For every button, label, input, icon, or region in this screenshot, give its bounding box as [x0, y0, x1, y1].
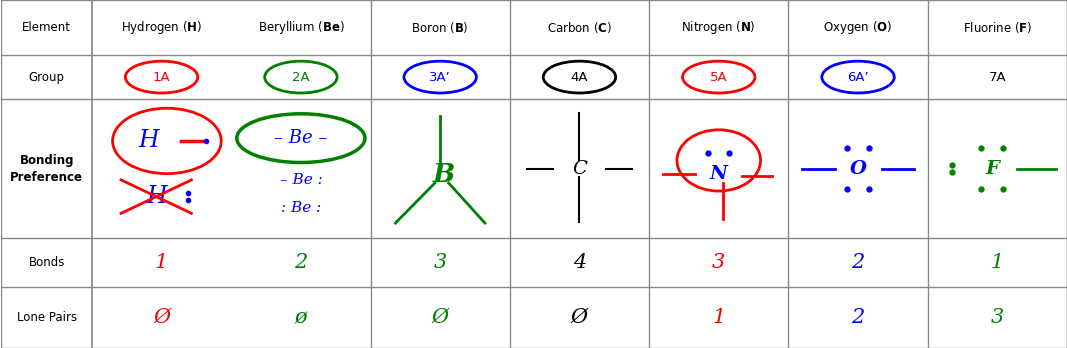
Text: Oxygen ($\mathbf{O}$): Oxygen ($\mathbf{O}$) — [824, 19, 893, 36]
Text: N: N — [710, 165, 728, 183]
Text: Bonding
Preference: Bonding Preference — [11, 154, 83, 184]
Text: Ø: Ø — [571, 308, 588, 327]
Text: Lone Pairs: Lone Pairs — [17, 311, 77, 324]
Text: 7A: 7A — [988, 71, 1006, 84]
Text: 4: 4 — [573, 253, 586, 272]
Text: 5A: 5A — [710, 71, 728, 84]
Text: 1A: 1A — [153, 71, 171, 84]
Text: Nitrogen ($\mathbf{N}$): Nitrogen ($\mathbf{N}$) — [682, 19, 757, 36]
Text: 2A: 2A — [292, 71, 309, 84]
Text: Carbon ($\mathbf{C}$): Carbon ($\mathbf{C}$) — [547, 20, 611, 35]
Text: C: C — [572, 160, 587, 178]
Text: 4A: 4A — [571, 71, 588, 84]
Text: Bonds: Bonds — [29, 256, 65, 269]
Text: 1: 1 — [712, 308, 726, 327]
Text: 3: 3 — [991, 308, 1004, 327]
Text: Element: Element — [22, 21, 71, 34]
Text: : Be :: : Be : — [281, 201, 321, 215]
Text: Ø: Ø — [432, 308, 449, 327]
Text: – Be :: – Be : — [280, 173, 322, 187]
Text: O: O — [849, 160, 866, 178]
Text: Beryllium ($\mathbf{Be}$): Beryllium ($\mathbf{Be}$) — [257, 19, 345, 36]
Text: H: H — [139, 129, 159, 152]
Text: 2: 2 — [851, 253, 864, 272]
Text: Ø: Ø — [153, 308, 170, 327]
Text: 1: 1 — [155, 253, 169, 272]
Text: Fluorine ($\mathbf{F}$): Fluorine ($\mathbf{F}$) — [962, 20, 1032, 35]
Text: 1: 1 — [991, 253, 1004, 272]
Text: F: F — [985, 160, 999, 178]
Text: 3: 3 — [433, 253, 447, 272]
Text: 3: 3 — [712, 253, 726, 272]
Text: 6A’: 6A’ — [847, 71, 869, 84]
Text: H: H — [146, 185, 166, 208]
Text: 2: 2 — [294, 253, 307, 272]
Text: Hydrogen ($\mathbf{H}$): Hydrogen ($\mathbf{H}$) — [121, 19, 202, 36]
Text: B: B — [432, 162, 455, 187]
Text: 3A’: 3A’ — [429, 71, 451, 84]
Text: Group: Group — [29, 71, 65, 84]
Text: – Be –: – Be – — [274, 129, 328, 147]
Text: ø: ø — [294, 308, 307, 327]
Text: 2: 2 — [851, 308, 864, 327]
Text: Boron ($\mathbf{B}$): Boron ($\mathbf{B}$) — [412, 20, 469, 35]
